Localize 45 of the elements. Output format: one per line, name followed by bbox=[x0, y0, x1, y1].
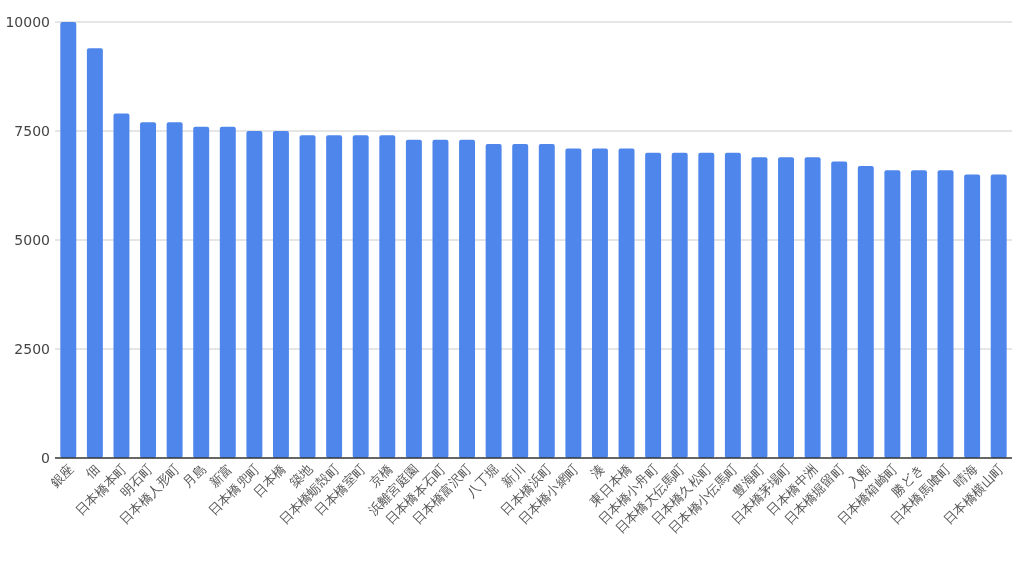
bar bbox=[299, 135, 316, 458]
bar bbox=[884, 170, 901, 458]
bar bbox=[166, 122, 183, 458]
bar bbox=[459, 139, 476, 458]
x-tick-label: 銀座 bbox=[47, 461, 77, 491]
bar bbox=[724, 152, 741, 458]
bar bbox=[565, 148, 582, 458]
x-tick-label: 月島 bbox=[180, 461, 209, 491]
bar bbox=[352, 135, 369, 458]
bar bbox=[645, 152, 662, 458]
bar bbox=[618, 148, 635, 458]
bar bbox=[405, 139, 422, 458]
bar bbox=[751, 157, 768, 458]
bar bbox=[86, 48, 103, 458]
bar bbox=[538, 144, 555, 458]
bar bbox=[432, 139, 449, 458]
x-tick-label: 佃 bbox=[82, 461, 103, 482]
bar bbox=[698, 152, 715, 458]
bar bbox=[113, 113, 130, 458]
bar bbox=[591, 148, 608, 458]
y-tick-label: 2500 bbox=[14, 341, 50, 357]
bar bbox=[272, 131, 289, 458]
bar bbox=[379, 135, 396, 458]
bar bbox=[671, 152, 688, 458]
bar bbox=[246, 131, 263, 458]
bar bbox=[990, 174, 1007, 458]
bar bbox=[60, 22, 77, 458]
bar bbox=[937, 170, 954, 458]
bar bbox=[831, 161, 848, 458]
bar bbox=[219, 126, 236, 458]
bar bbox=[910, 170, 927, 458]
bar bbox=[964, 174, 981, 458]
bar bbox=[857, 165, 874, 458]
y-tick-label: 5000 bbox=[14, 232, 50, 248]
y-tick-label: 7500 bbox=[14, 123, 50, 139]
bar bbox=[326, 135, 343, 458]
bar bbox=[512, 144, 529, 458]
y-tick-label: 10000 bbox=[5, 14, 50, 30]
bar bbox=[485, 144, 502, 458]
bar bbox=[193, 126, 210, 458]
bar bbox=[778, 157, 795, 458]
bar bbox=[140, 122, 157, 458]
y-tick-label: 0 bbox=[41, 450, 50, 466]
bar bbox=[804, 157, 821, 458]
x-tick-label: 湊 bbox=[587, 461, 608, 482]
